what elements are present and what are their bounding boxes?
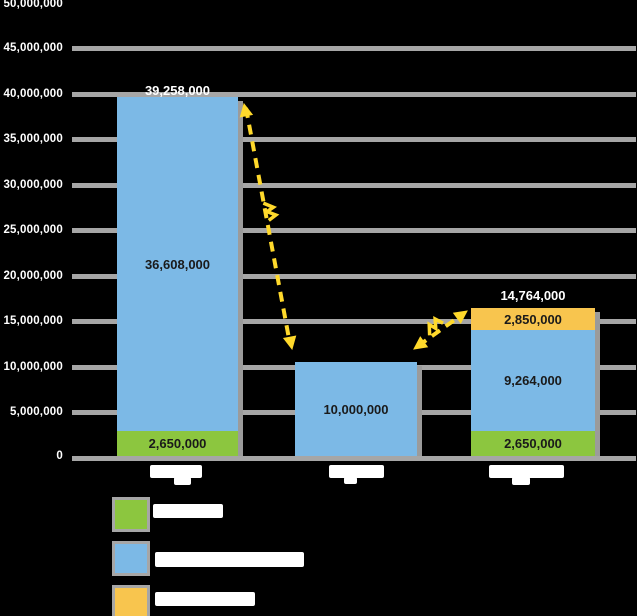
bar1-green-value-label: 2,650,000 [148,436,207,451]
x-axis-label-blob-2 [329,465,384,478]
x-axis-label-descender-2 [344,477,357,484]
y-tick-label: 15,000,000 [3,315,63,327]
legend-label-blob-gold [155,592,255,606]
x-axis-line [72,456,636,461]
gridline-45m [72,46,636,51]
legend-label-blob-blue [155,552,304,567]
gridline-35m [72,137,636,142]
connector-1-arrowhead-end-icon [282,335,297,351]
legend-swatch-blue [112,541,150,576]
bar2-blue-value-label: 10,000,000 [323,401,389,417]
bar1-blue-value-label: 36,608,000 [144,256,211,272]
x-axis-label-blob-1 [150,465,202,478]
bar3-green-value-label: 2,650,000 [504,436,562,451]
bar3-blue-value-label: 9,264,000 [504,373,562,388]
y-tick-label: 30,000,000 [3,179,63,191]
y-tick-label: 25,000,000 [3,224,63,236]
bar3-segment-gold: 2,850,000 [471,308,595,330]
y-tick-label: 0 [56,450,63,462]
y-tick-label: 5,000,000 [10,406,63,418]
connector-1-break-symbol-icon [262,201,280,222]
legend-swatch-gold [112,585,150,616]
bar3-segment-green: 2,650,000 [471,431,595,456]
gridline-20m [72,274,636,279]
connector-1-dashed-line [244,107,292,345]
gridline-30m [72,183,636,188]
bar1-segment-green: 2,650,000 [117,431,238,456]
bar3-segment-blue: 9,264,000 [471,330,595,431]
bar1-segment-blue: 36,608,000 [117,97,238,431]
y-tick-label: 20,000,000 [3,270,63,282]
bar3-gold-value-label: 2,850,000 [504,311,562,327]
bar2-segment-blue: 10,000,000 [295,362,417,456]
y-tick-label: 45,000,000 [3,42,63,54]
y-tick-label: 35,000,000 [3,133,63,145]
legend-label-blob-green [153,504,223,518]
x-axis-label-descender-3 [512,477,530,485]
bar2-shadow [417,366,422,456]
y-tick-label: 50,000,000 [3,0,63,10]
bar1-total-label: 39,258,000 [144,83,211,98]
x-axis-label-descender-1 [174,477,191,485]
y-tick-label: 10,000,000 [3,361,63,373]
bar3-total-label: 14,764,000 [500,288,566,303]
connector-2-arrowhead-start-icon [413,336,429,350]
bar1-shadow [238,101,243,456]
legend-swatch-green [112,497,150,532]
bar3-shadow [595,312,600,456]
gridline-15m [72,319,636,324]
gridline-40m [72,92,636,97]
gridline-25m [72,228,636,233]
y-tick-label: 40,000,000 [3,88,63,100]
x-axis-label-blob-3 [489,465,564,478]
